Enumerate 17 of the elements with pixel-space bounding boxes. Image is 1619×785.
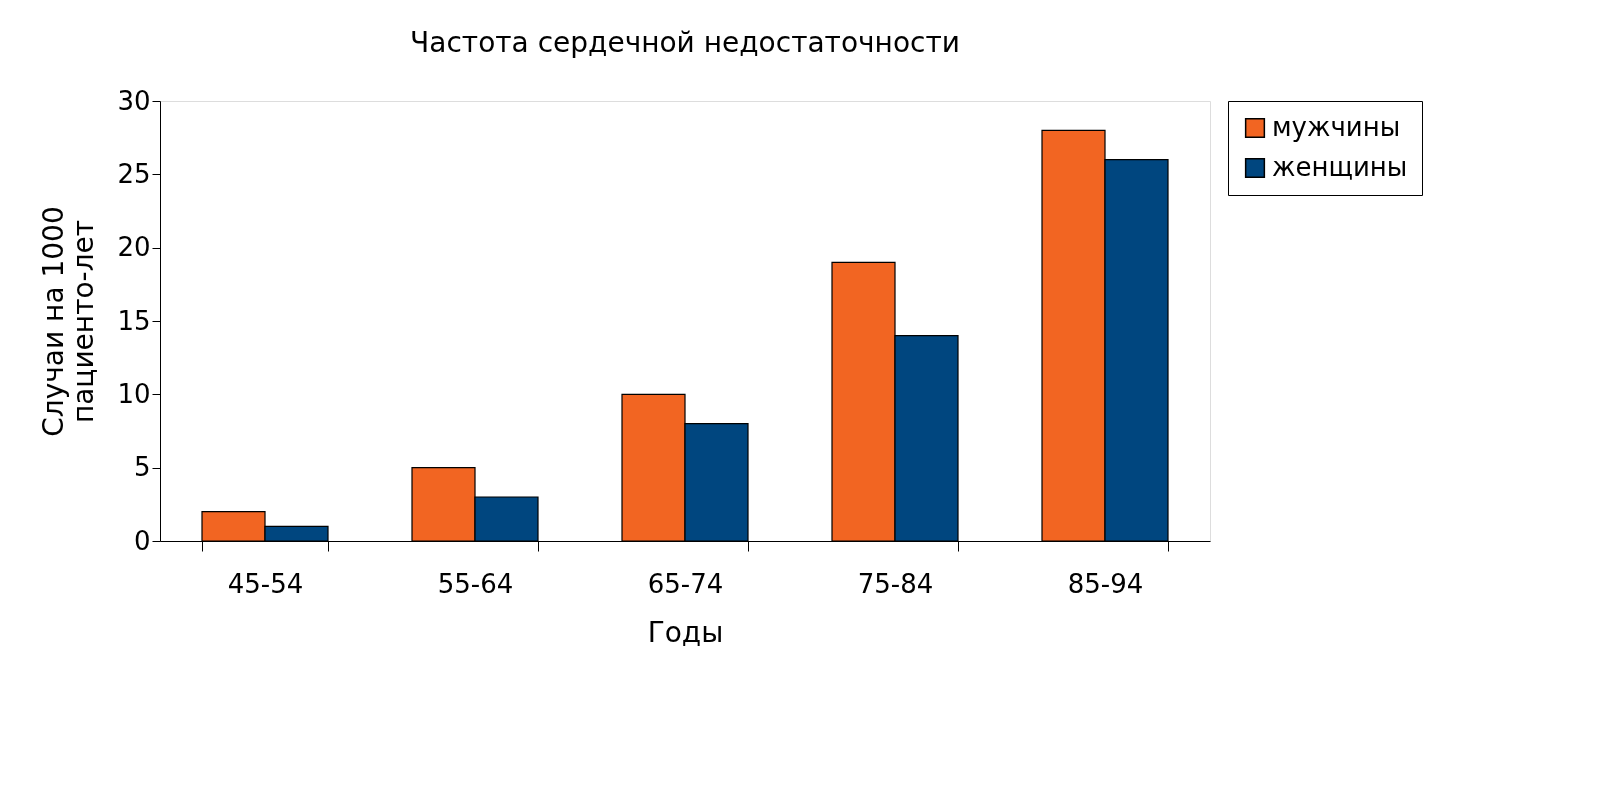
y-tick-label: 5 (133, 452, 151, 483)
y-tick-label: 0 (133, 525, 151, 556)
y-tick-label: 10 (117, 378, 151, 409)
x-tick-label: 45-54 (227, 568, 304, 599)
x-tick-label: 85-94 (1067, 568, 1144, 599)
chart-title: Частота сердечной недостаточности (410, 26, 960, 59)
x-tick-label: 55-64 (437, 568, 514, 599)
legend-label: мужчины (1272, 112, 1401, 142)
legend-label: женщины (1272, 152, 1408, 182)
y-tick-label: 25 (117, 158, 151, 189)
y-tick-label: 20 (117, 232, 151, 263)
y-axis-title: Случаи на 1000 пациенто-лет (37, 206, 101, 437)
y-tick-label: 15 (117, 305, 151, 336)
x-tick-label: 75-84 (857, 568, 934, 599)
x-tick-label: 65-74 (647, 568, 724, 599)
x-axis-title: Годы (647, 615, 724, 649)
y-tick-label: 30 (117, 85, 151, 116)
